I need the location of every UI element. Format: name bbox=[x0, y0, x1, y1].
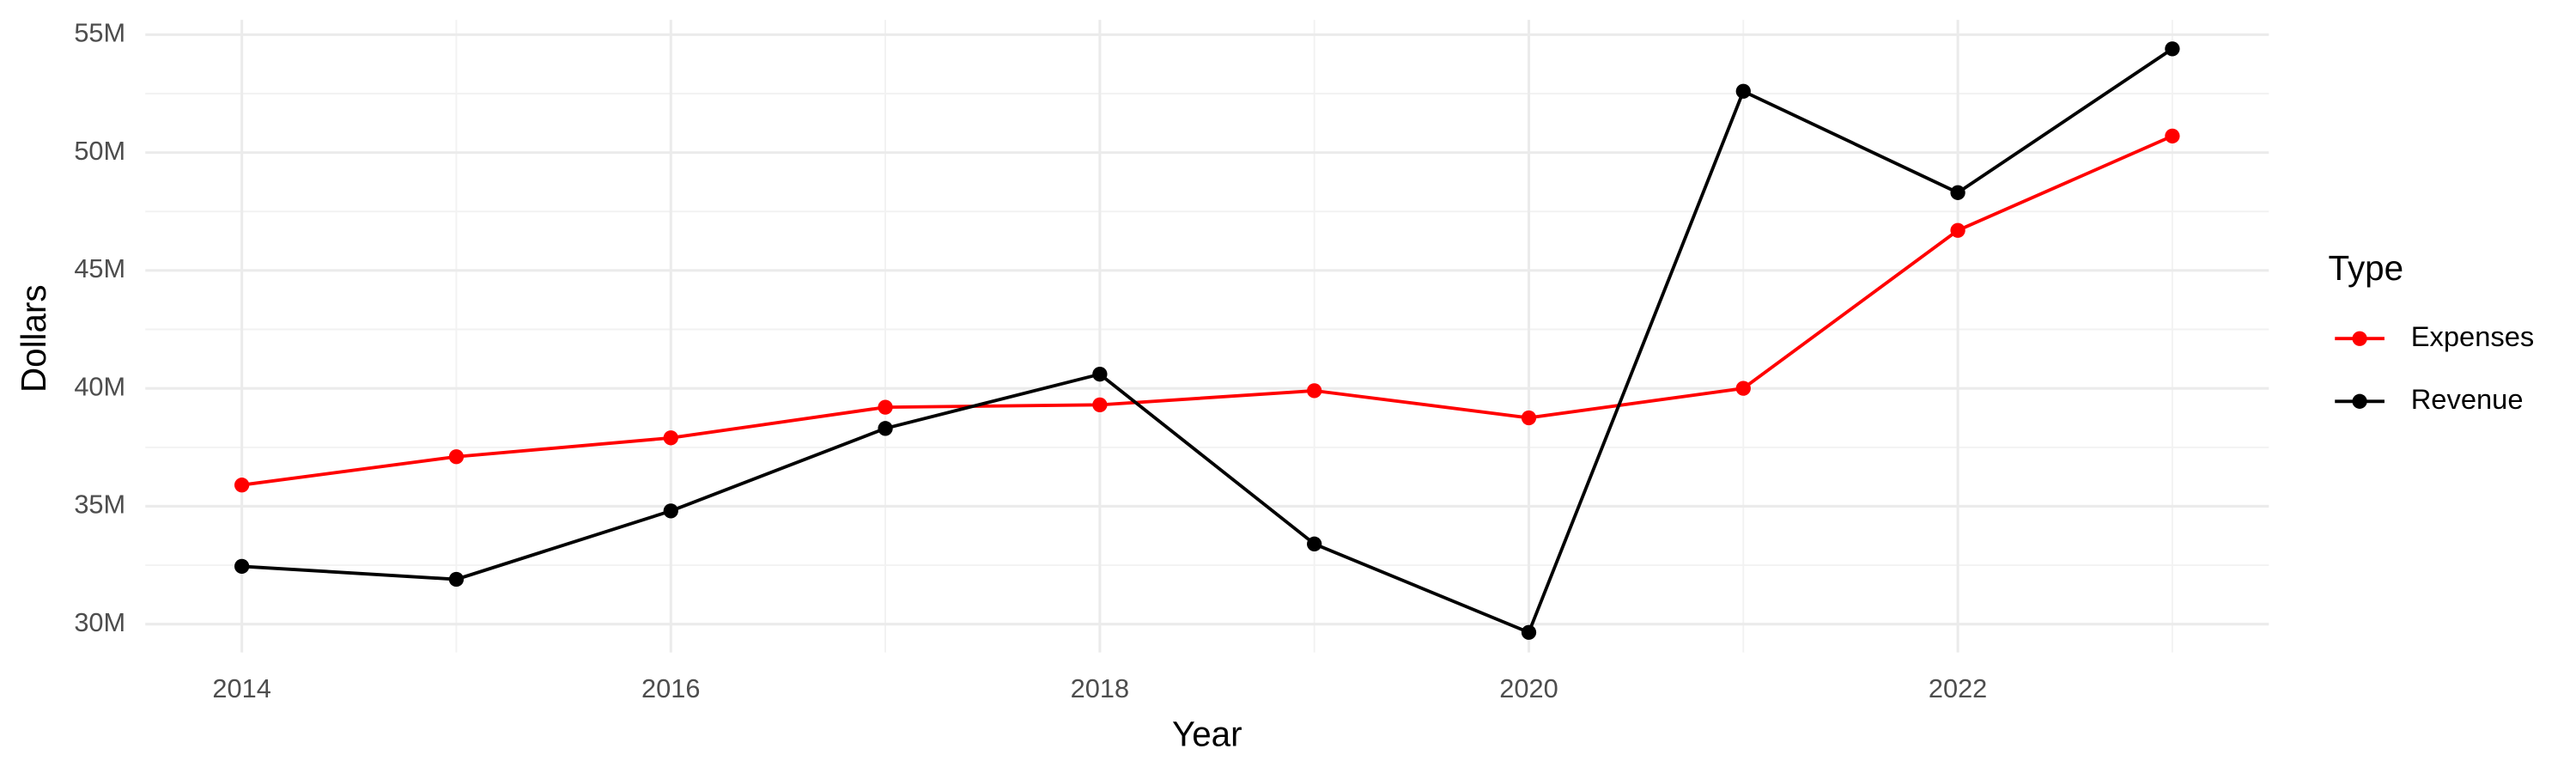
x-tick-label: 2020 bbox=[1499, 673, 1558, 703]
data-point bbox=[1307, 383, 1322, 399]
x-tick-label: 2018 bbox=[1071, 673, 1129, 703]
series-line bbox=[241, 47, 2173, 635]
x-tick-label: 2014 bbox=[212, 673, 270, 703]
data-point bbox=[2165, 128, 2180, 144]
y-tick-label: 55M bbox=[74, 17, 125, 47]
data-point bbox=[1092, 367, 1108, 382]
data-point bbox=[878, 399, 893, 415]
data-point bbox=[1950, 185, 1965, 200]
grid bbox=[145, 20, 2269, 653]
y-axis-title: Dollars bbox=[14, 284, 53, 393]
data-point bbox=[663, 430, 678, 446]
data-point bbox=[1521, 410, 1537, 426]
data-point bbox=[448, 449, 465, 465]
legend-marker bbox=[2352, 331, 2367, 346]
y-tick-label: 30M bbox=[74, 607, 125, 637]
data-point bbox=[1092, 397, 1108, 413]
data-point bbox=[1307, 536, 1322, 551]
x-tick-label: 2022 bbox=[1929, 673, 1987, 703]
y-tick-label: 45M bbox=[74, 253, 125, 283]
y-tick-label: 35M bbox=[74, 490, 125, 520]
data-point bbox=[878, 421, 893, 436]
y-tick-label: 40M bbox=[74, 371, 125, 401]
series-line bbox=[241, 134, 2173, 487]
data-point bbox=[1735, 83, 1751, 99]
y-tick-label: 50M bbox=[74, 136, 125, 166]
data-point bbox=[234, 558, 250, 575]
data-point bbox=[1521, 624, 1537, 640]
legend-label: Expenses bbox=[2411, 320, 2535, 352]
data-point bbox=[1950, 222, 1965, 238]
data-point bbox=[663, 503, 678, 519]
data-point bbox=[448, 571, 465, 587]
x-tick-label: 2016 bbox=[641, 673, 700, 703]
legend-title: Type bbox=[2329, 248, 2404, 288]
data-point bbox=[1735, 380, 1751, 396]
data-point bbox=[234, 478, 250, 493]
legend-label: Revenue bbox=[2411, 383, 2524, 415]
data-point bbox=[2165, 41, 2180, 57]
legend-marker bbox=[2352, 393, 2367, 409]
x-axis-title: Year bbox=[1172, 714, 1242, 753]
